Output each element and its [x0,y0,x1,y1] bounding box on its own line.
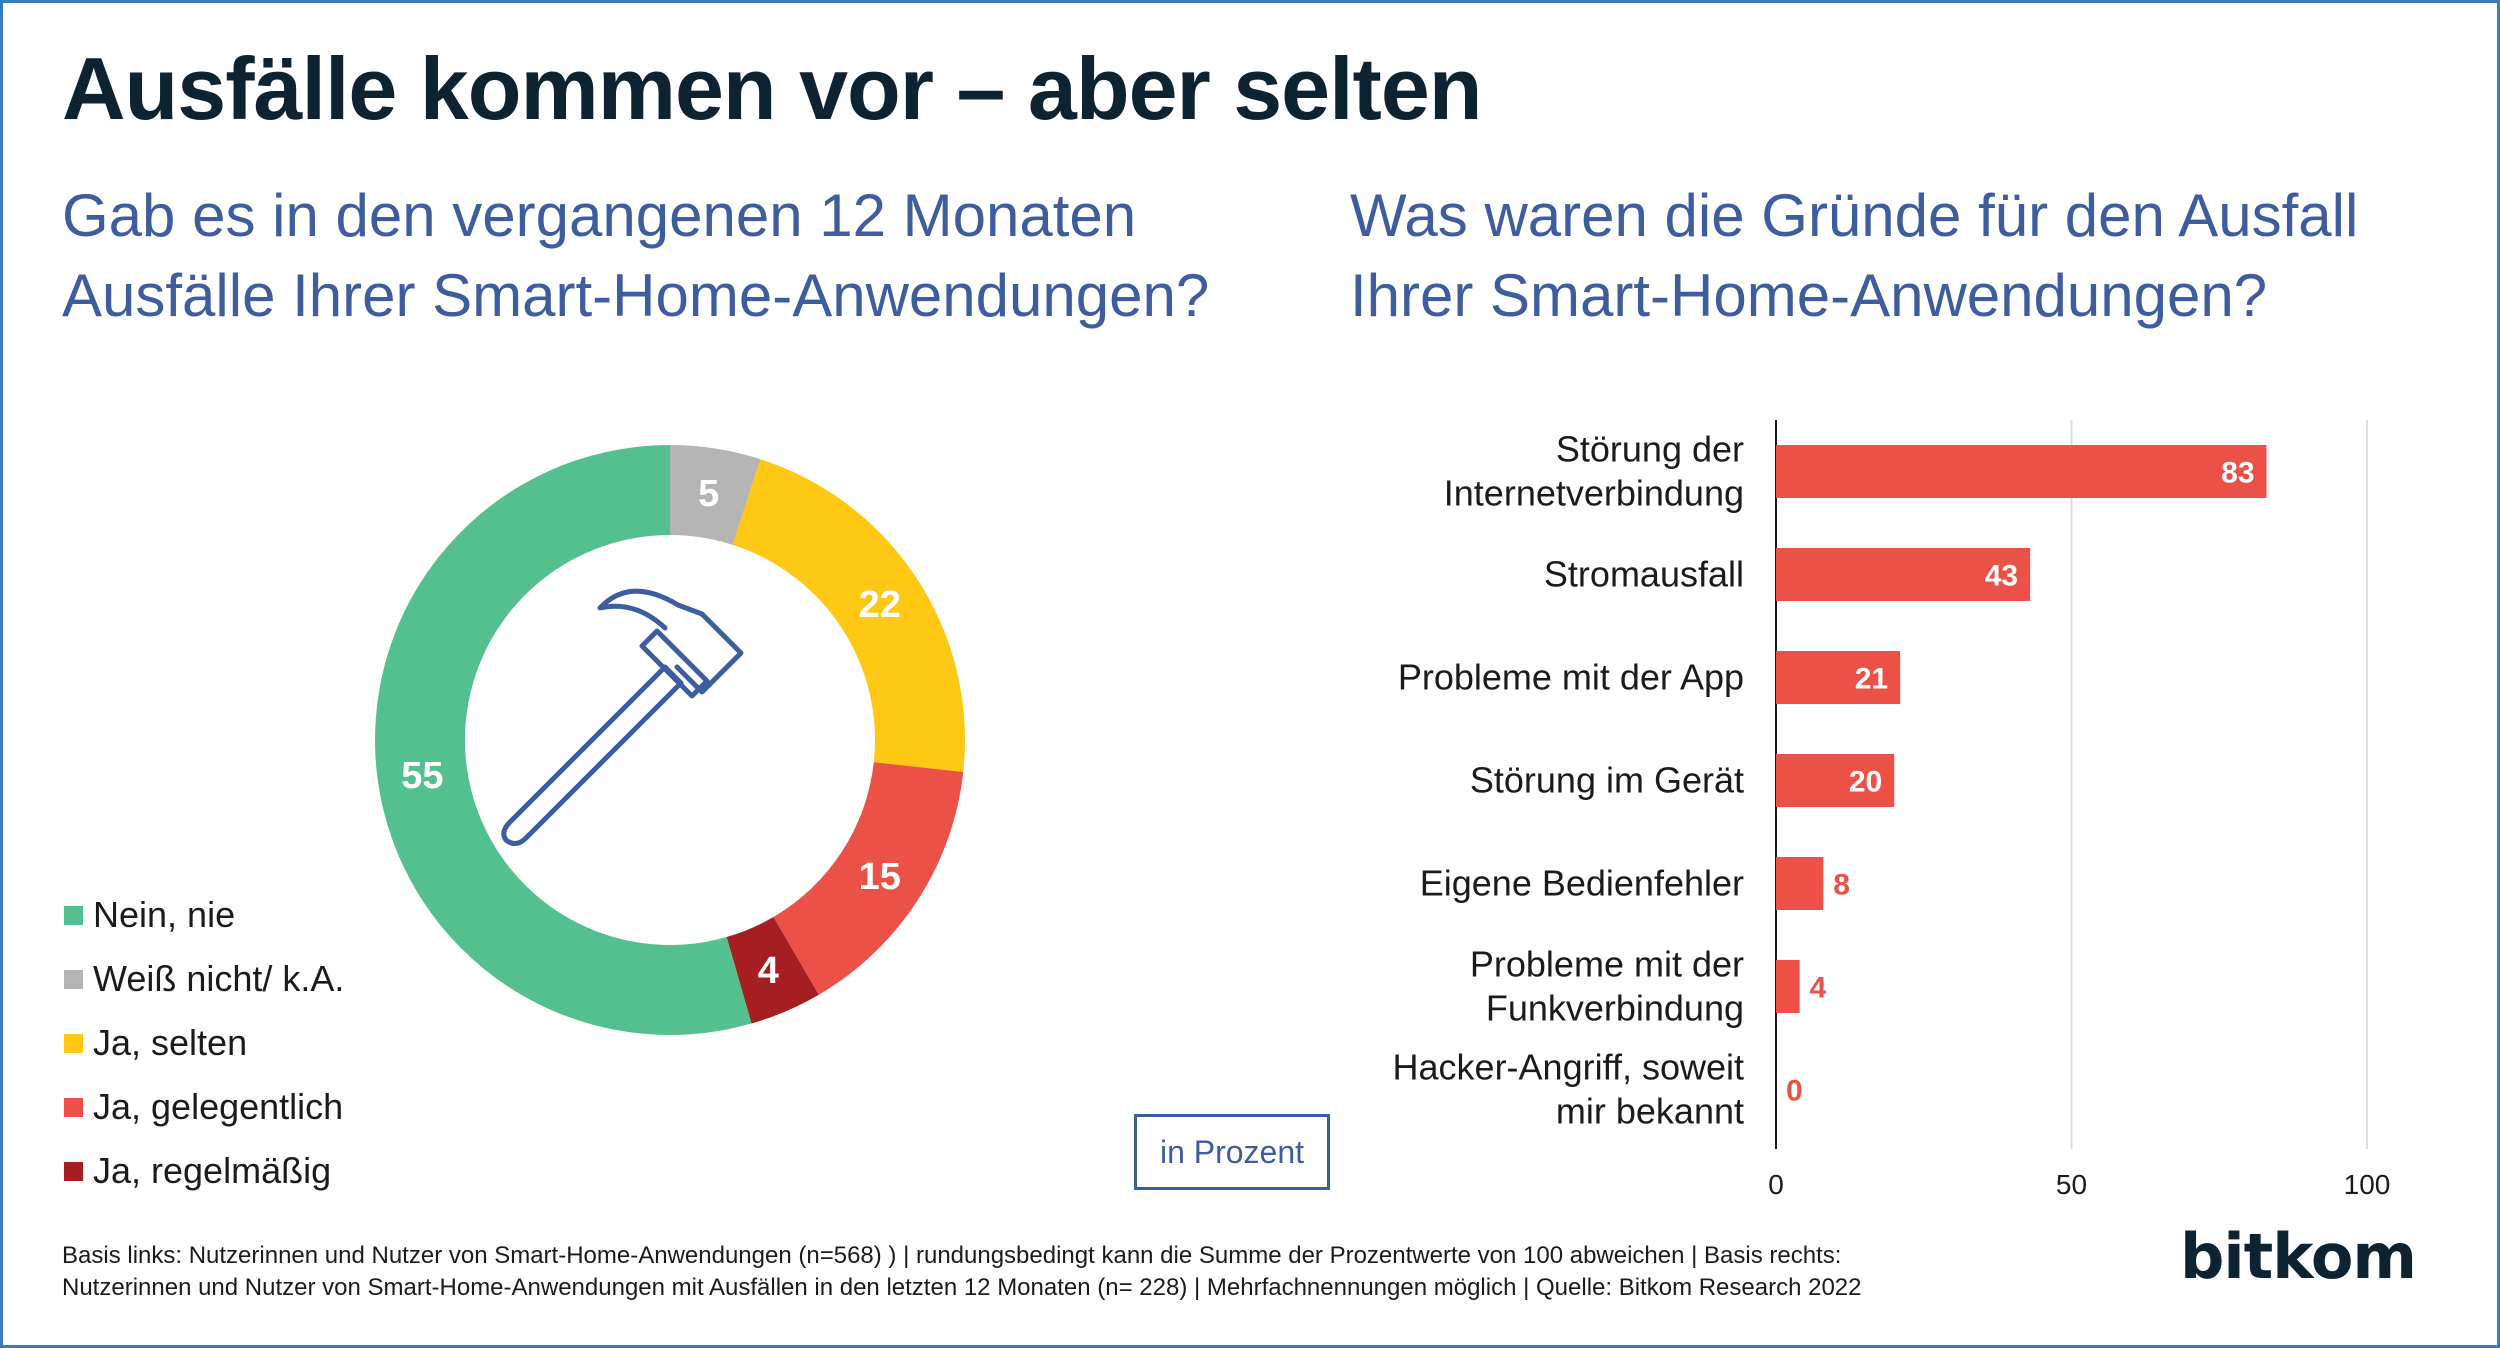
legend-item-ja-gelegentlich: Ja, gelegentlich [64,1075,344,1139]
donut-slice-ja-selten [732,459,965,773]
x-tick-label: 50 [2056,1169,2087,1200]
bar-value-label: 83 [2221,457,2254,490]
hammer-icon [501,588,744,846]
footnote: Basis links: Nutzerinnen und Nutzer von … [62,1240,2112,1304]
left-question: Gab es in den vergangenen 12 Monaten Aus… [62,176,1312,336]
footnote-line-2: Nutzerinnen und Nutzer von Smart-Home-An… [62,1274,1862,1301]
right-question-line-2: Ihrer Smart-Home-Anwendungen? [1350,262,2268,329]
bar-value-label: 43 [1985,560,2018,593]
category-label: Stromausfall [1544,554,1744,595]
legend-swatch [64,1161,83,1181]
legend-swatch [64,1097,83,1117]
donut-value-nein-nie: 55 [401,755,443,797]
category-label: Probleme mit der App [1398,657,1744,698]
legend-label: Nein, nie [93,894,236,935]
bar-value-label: 8 [1833,869,1850,902]
donut-slice-weiß-nicht-k-a [670,445,761,545]
bar [1776,548,2031,601]
bar [1776,857,1824,910]
bar-value-label: 20 [1849,766,1882,799]
category-label: Hacker-Angriff, soweit mir bekannt [1393,1047,1744,1132]
donut-value-ja-selten: 22 [859,584,901,626]
donut-legend: Nein, nie Weiß nicht/ k.A. Ja, selten Ja, g… [64,883,344,1203]
x-tick-label: 100 [2344,1169,2391,1200]
donut-value-ja-gelegentlich: 15 [859,856,901,898]
donut-slice-ja-gelegentlich [773,762,964,995]
legend-label: Weiß nicht/ k.A. [93,958,345,999]
bar-chart: Störung der Internetverbindung Stromausfal… [1393,420,2391,1200]
donut-slice-nein-nie [375,445,752,1035]
bitkom-logo: bitkom [2180,1220,2417,1293]
legend-label: Ja, selten [93,1022,248,1063]
footnote-line-1: Basis links: Nutzerinnen und Nutzer von … [62,1242,1842,1269]
bar [1776,960,1800,1013]
category-label: Störung der Internetverbindung [1444,429,1744,514]
legend-label: Ja, gelegentlich [93,1086,344,1127]
x-tick-label: 0 [1768,1169,1784,1200]
legend-item-weiß-nicht-k-a: Weiß nicht/ k.A. [64,947,344,1011]
legend-swatch [64,905,83,925]
category-label: Störung im Gerät [1470,760,1744,801]
legend-label: Ja, regelmäßig [93,1150,332,1191]
legend-swatch [64,1033,83,1053]
bar [1776,445,2267,498]
legend-item-ja-selten: Ja, selten [64,1011,344,1075]
bar [1776,651,1901,704]
page-title: Ausfälle kommen vor – aber selten [62,39,1483,138]
bar-value-label: 4 [1810,972,1827,1005]
left-question-line-2: Ausfälle Ihrer Smart-Home-Anwendungen? [62,262,1210,329]
unit-label: in Prozent [1134,1114,1330,1190]
donut-chart: 5 22 15 4 55 [375,445,965,1035]
right-question: Was waren die Gründe für den Ausfall Ihr… [1350,176,2470,336]
legend-item-ja-regelmäßig: Ja, regelmäßig [64,1139,344,1203]
left-question-line-1: Gab es in den vergangenen 12 Monaten [62,182,1137,249]
legend-swatch [64,969,83,989]
bar-value-label: 21 [1855,663,1888,696]
bar [1776,754,1895,807]
donut-value-weiß-nicht-k-a: 5 [698,473,719,515]
bar-value-label: 0 [1786,1075,1803,1108]
donut-slice-ja-regelmäßig [726,917,819,1024]
category-label: Eigene Bedienfehler [1420,863,1744,904]
donut-value-ja-regelmäßig: 4 [758,950,779,992]
legend-item-nein-nie: Nein, nie [64,883,344,947]
right-question-line-1: Was waren die Gründe für den Ausfall [1350,182,2359,249]
category-label: Probleme mit der Funkverbindung [1470,944,1744,1029]
